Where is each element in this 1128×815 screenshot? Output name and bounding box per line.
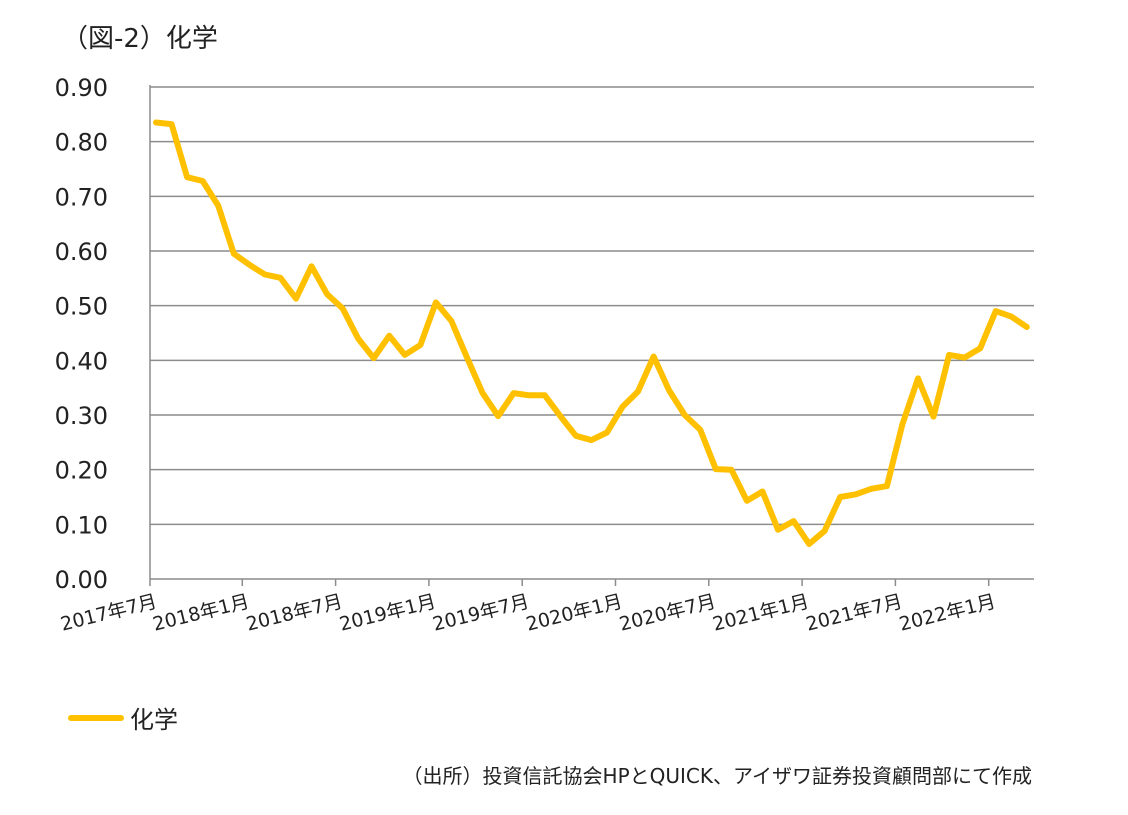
y-tick-label: 0.40 <box>55 347 108 375</box>
y-tick-label: 0.70 <box>55 183 108 211</box>
y-tick-label: 0.20 <box>55 457 108 485</box>
x-tick-label: 2020年7月 <box>617 591 718 636</box>
x-tick-label: 2019年7月 <box>431 591 532 636</box>
x-tick-label: 2018年7月 <box>244 591 345 636</box>
x-tick-label: 2021年7月 <box>804 591 905 636</box>
line-chart: 0.00 0.10 0.20 0.30 0.40 0.50 0.60 0.70 0.80 0.90… <box>55 74 1034 636</box>
axes <box>149 85 1034 586</box>
legend-swatch <box>68 714 124 721</box>
y-tick-label: 0.80 <box>55 129 108 157</box>
series-line-化学 <box>153 119 1030 547</box>
y-tick-label: 0.30 <box>55 402 108 430</box>
chart-title: （図-2）化学 <box>62 24 218 54</box>
x-axis-tick-labels: 2017年7月2018年1月2018年7月2019年1月2019年7月2020年… <box>58 591 998 636</box>
y-axis-tick-labels: 0.00 0.10 0.20 0.30 0.40 0.50 0.60 0.70 0.80 0.90 <box>55 74 108 594</box>
x-tick-label: 2022年1月 <box>897 591 998 636</box>
x-tick-label: 2020年1月 <box>524 591 625 636</box>
y-tick-label: 0.10 <box>55 511 108 539</box>
y-tick-label: 0.90 <box>55 74 108 102</box>
y-tick-label: 0.50 <box>55 293 108 321</box>
x-tick-label: 2021年1月 <box>710 591 811 636</box>
y-tick-label: 0.60 <box>55 238 108 266</box>
x-tick-label: 2017年7月 <box>58 591 159 636</box>
legend: 化学 <box>68 700 178 735</box>
x-tick-label: 2019年1月 <box>337 591 438 636</box>
legend-label: 化学 <box>130 706 178 734</box>
x-tick-label: 2018年1月 <box>151 591 252 636</box>
series-layer <box>153 119 1030 547</box>
gridlines <box>150 86 1034 526</box>
source-note: （出所）投資信託協会HPとQUICK、アイザワ証券投資顧問部にて作成 <box>402 764 1032 788</box>
y-tick-label: 0.00 <box>55 566 108 594</box>
